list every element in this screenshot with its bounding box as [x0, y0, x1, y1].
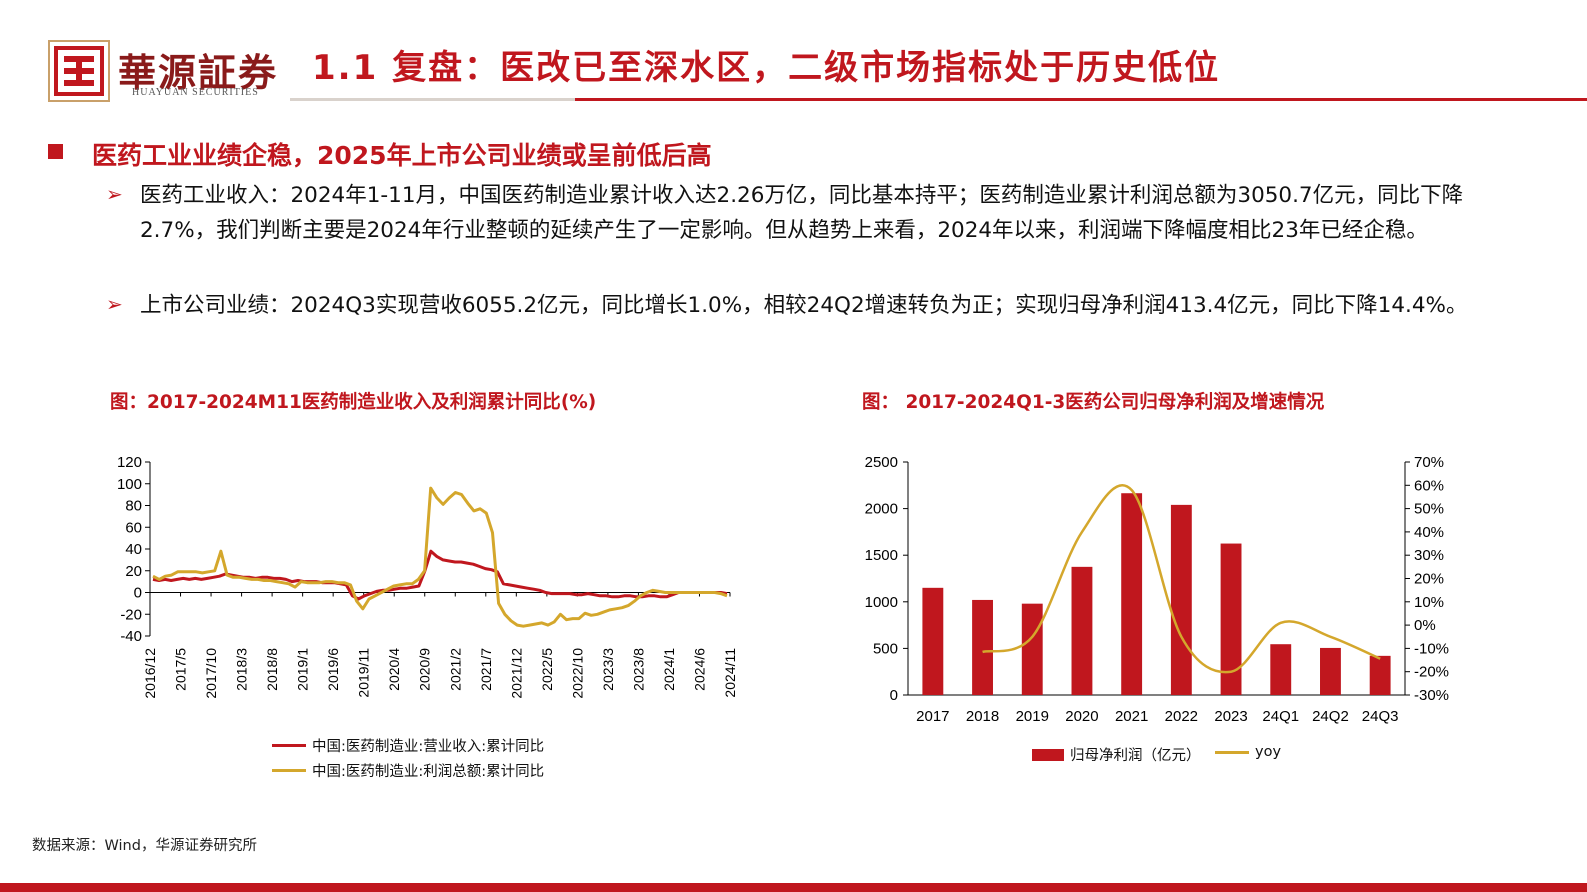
- right-y-tick-label: 70%: [1414, 454, 1444, 471]
- legend-swatch: [1215, 750, 1249, 754]
- x-tick-label: 2019: [1016, 708, 1049, 725]
- right-y-tick-label: -10%: [1414, 640, 1449, 657]
- arrow-bullet-icon: ➢: [106, 182, 123, 206]
- section-heading: 医药工业业绩企稳，2025年上市公司业绩或呈前低后高: [92, 141, 712, 170]
- header-divider-gray: [290, 98, 575, 101]
- x-tick-label: 2016/12: [142, 648, 158, 699]
- x-tick-label: 2018/8: [264, 648, 280, 691]
- x-tick-label: 2021/2: [447, 648, 463, 691]
- x-tick-label: 2017/5: [173, 648, 189, 691]
- x-tick-label: 2022/5: [539, 648, 555, 691]
- legend-swatch: [1032, 748, 1064, 761]
- x-tick-label: 24Q3: [1362, 708, 1399, 725]
- data-source-note: 数据来源：Wind，华源证券研究所: [32, 838, 257, 854]
- x-tick-label: 2022/10: [569, 648, 585, 699]
- x-tick-label: 2024/11: [722, 648, 738, 698]
- bar: [1270, 644, 1292, 695]
- bar: [1071, 566, 1093, 695]
- x-tick-label: 2020/4: [386, 648, 402, 691]
- x-tick-label: 2020/9: [417, 648, 433, 691]
- bar: [972, 599, 993, 695]
- legend-swatch: [272, 744, 306, 747]
- x-tick-label: 2017/10: [203, 648, 219, 699]
- chart-2-legend-yoy: yoy: [1215, 744, 1281, 760]
- series-line-1: [152, 549, 728, 601]
- right-y-tick-label: 40%: [1414, 524, 1444, 541]
- x-tick-label: 2020: [1065, 708, 1098, 725]
- bar: [1170, 504, 1192, 695]
- series-line-2: [152, 486, 728, 628]
- legend-label: 中国:医药制造业:营业收入:累计同比: [312, 739, 545, 755]
- chart-2-legend-profit: 归母净利润（亿元）: [1032, 744, 1201, 765]
- bullet-paragraph-1: 医药工业收入：2024年1-11月，中国医药制造业累计收入达2.26万亿，同比基…: [140, 183, 1464, 243]
- legend-swatch: [272, 769, 306, 772]
- x-tick-label: 2021/7: [478, 648, 494, 691]
- y-tick-label: 20: [125, 563, 142, 580]
- x-tick-label: 2023: [1214, 708, 1247, 725]
- section-bullet-icon: [48, 144, 63, 159]
- left-y-tick-label: 2000: [865, 501, 898, 518]
- x-tick-label: 2024/1: [661, 648, 677, 691]
- bar: [1320, 647, 1341, 695]
- x-tick-label: 2018/3: [234, 648, 250, 691]
- right-y-tick-label: -30%: [1414, 687, 1449, 704]
- y-tick-label: -20: [120, 606, 142, 623]
- left-y-tick-label: 2500: [865, 454, 898, 471]
- bar: [922, 587, 944, 695]
- y-tick-label: 120: [117, 454, 142, 471]
- yoy-line: [982, 484, 1381, 674]
- brand-logo-icon: [48, 40, 110, 102]
- brand-english-name: HUAYUAN SECURITIES: [132, 87, 259, 98]
- chart-1-title: 图：2017-2024M11医药制造业收入及利润累计同比(%): [110, 392, 597, 413]
- right-y-tick-label: 60%: [1414, 477, 1444, 494]
- y-tick-label: 0: [134, 585, 142, 602]
- x-tick-label: 2021: [1115, 708, 1148, 725]
- x-tick-label: 2022: [1165, 708, 1198, 725]
- right-y-tick-label: 20%: [1414, 571, 1444, 588]
- y-tick-label: 100: [117, 476, 142, 493]
- page-title: 1.1 复盘：医改已至深水区，二级市场指标处于历史低位: [312, 48, 1221, 88]
- arrow-bullet-icon: ➢: [106, 292, 123, 316]
- x-tick-label: 2017: [916, 708, 949, 725]
- y-tick-label: 60: [125, 519, 142, 536]
- chart-2-bar-line-chart: 2500 2000 1500 1000 500 0 70% 60% 50% 40% 30% 20% 10…: [865, 454, 1449, 725]
- chart-2-title: 图： 2017-2024Q1-3医药公司归母净利润及增速情况: [862, 392, 1325, 413]
- legend-label: yoy: [1255, 744, 1282, 760]
- y-tick-label: 40: [125, 541, 142, 558]
- left-y-tick-label: 0: [890, 687, 898, 704]
- left-y-tick-label: 1500: [865, 547, 898, 564]
- x-tick-label: 2019/6: [325, 648, 341, 691]
- footer-bar: [0, 883, 1587, 892]
- left-y-tick-label: 1000: [865, 594, 898, 611]
- bar: [1369, 655, 1391, 695]
- x-tick-label: 2019/11: [356, 648, 372, 698]
- right-y-tick-label: 10%: [1414, 594, 1444, 611]
- right-y-tick-label: 30%: [1414, 547, 1444, 564]
- x-tick-label: 24Q2: [1312, 708, 1349, 725]
- bullet-paragraph-2: 上市公司业绩：2024Q3实现营收6055.2亿元，同比增长1.0%，相较24Q…: [140, 293, 1468, 318]
- right-y-tick-label: 0%: [1414, 617, 1436, 634]
- right-y-tick-label: -20%: [1414, 664, 1449, 681]
- chart-1-legend-profit: 中国:医药制造业:利润总额:累计同比: [272, 760, 544, 781]
- bar: [1220, 543, 1242, 695]
- x-tick-label: 2024/6: [691, 648, 707, 691]
- left-y-tick-label: 500: [873, 640, 898, 657]
- y-tick-label: 80: [125, 498, 142, 515]
- y-tick-label: -40: [120, 628, 142, 645]
- x-tick-label: 2023/8: [630, 648, 646, 691]
- header-divider-red: [575, 98, 1587, 101]
- legend-label: 归母净利润（亿元）: [1070, 748, 1201, 764]
- legend-label: 中国:医药制造业:利润总额:累计同比: [312, 764, 545, 780]
- x-tick-label: 2021/12: [508, 648, 524, 699]
- x-tick-label: 2019/1: [295, 648, 311, 691]
- chart-1-legend-revenue: 中国:医药制造业:营业收入:累计同比: [272, 735, 544, 756]
- x-tick-label: 24Q1: [1262, 708, 1299, 725]
- x-tick-label: 2018: [966, 708, 999, 725]
- bar: [1121, 493, 1143, 695]
- bar: [1021, 603, 1043, 695]
- brand-name: 華源証券: [118, 50, 279, 95]
- x-tick-label: 2023/3: [600, 648, 616, 691]
- right-y-tick-label: 50%: [1414, 501, 1444, 518]
